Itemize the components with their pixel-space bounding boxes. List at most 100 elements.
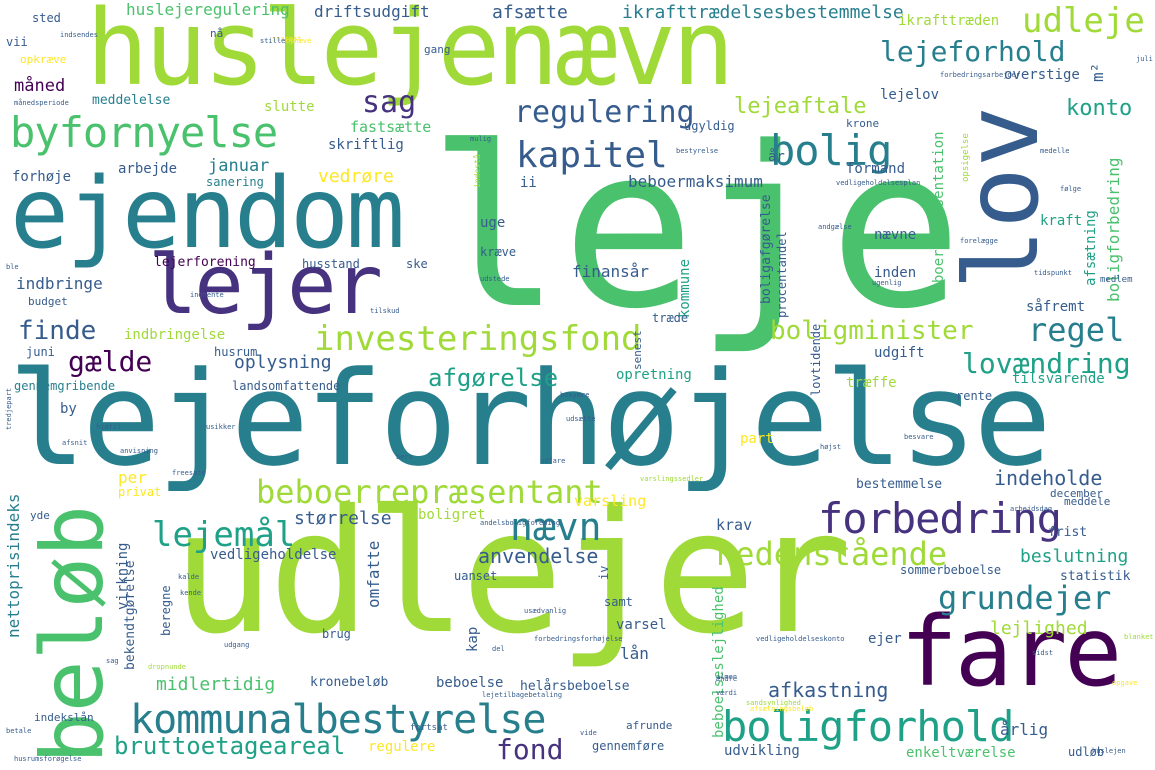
word-udsaette: udsætte (566, 415, 596, 423)
word-lejerforening: lejerforening (154, 255, 256, 270)
word-folge: følge (1060, 185, 1082, 193)
word-beboerreprasentant: beboerrepræsentant (256, 473, 603, 511)
word-fond: fond (496, 733, 564, 766)
word-ugenlig: ugenlig (872, 279, 902, 287)
word-indbringe: indbringe (16, 274, 103, 293)
word-uanset: uanset (454, 569, 498, 583)
word-konto: konto (1066, 96, 1133, 121)
word-gaelde: gælde (68, 345, 153, 378)
word-indesta: indestå (473, 154, 482, 188)
word-dropnunde: dropnunde (148, 663, 186, 671)
word-afsaetning: afsætning (1083, 210, 1099, 286)
word-lejlighed: lejlighed (990, 618, 1088, 639)
word-afsnit: afsnit (62, 439, 88, 447)
word-ikrafttraeden: ikrafttræden (898, 13, 1000, 29)
word-fare: fare (900, 596, 1122, 708)
word-kraeve: kræve (480, 245, 517, 259)
word-opgave: opgave (1112, 679, 1138, 687)
word-regulere: regulere (368, 739, 436, 755)
word-landsomfattende: landsomfattende (232, 379, 341, 393)
word-vedrore: vedrøre (318, 166, 394, 187)
word-krone: krone (846, 117, 880, 130)
word-bruttoetageareal: bruttoetageareal (114, 732, 346, 760)
word-finde: finde (18, 316, 97, 346)
word-ejer: ejer (868, 631, 902, 647)
word-helarsbeboelse: helårsbeboelse (520, 679, 630, 694)
word-slutte: slutte (264, 99, 315, 115)
word-indhente: indhente (190, 291, 224, 299)
word-stille: stille (260, 37, 286, 45)
word-boligret: boligret (418, 507, 486, 523)
word-betale: betale (6, 727, 32, 735)
word-rente: rente (956, 389, 993, 403)
word-beboermaksimum: beboermaksimum (628, 172, 763, 191)
word-maanedsperiode: månedsperiode (14, 99, 69, 107)
word-vide: vide (580, 729, 597, 737)
word-finansar: finansår (572, 262, 650, 281)
word-ophaeve: ophæve (286, 37, 312, 45)
word-storrelse: størrelse (294, 508, 392, 529)
word-naevne: nævne (874, 227, 917, 243)
word-kommune: kommune (677, 258, 693, 318)
word-andgaelse: andgælse (818, 223, 852, 231)
word-varslingssedler: varslingssedler (640, 475, 704, 483)
word-ikrafttraedelsesbestemmelse: ikrafttrædelsesbestemmelse (622, 2, 904, 23)
word-enkeltvaerelse: enkeltværelse (906, 745, 1016, 761)
word-sag: sag (362, 85, 417, 120)
word-krav: krav (716, 516, 753, 534)
word-driftsudgift: driftsudgift (314, 2, 430, 21)
word-bero: bero (396, 453, 413, 461)
word-vedligeholdelsesplan: vedligeholdelsesplan (836, 179, 921, 187)
word-oplysning: oplysning (234, 352, 332, 373)
word-tilskud: tilskud (370, 307, 400, 315)
word-inden: inden (874, 265, 917, 281)
word-besvare: besvare (904, 433, 934, 441)
word-udgift: udgift (874, 345, 925, 361)
word-arbejde: arbejde (118, 161, 178, 177)
word-byfornyelse: byfornyelse (10, 108, 278, 157)
word-husstand: husstand (302, 257, 360, 271)
word-omfatte: omfatte (364, 540, 383, 608)
word-sanering: sanering (206, 175, 264, 189)
word-beregne: beregne (159, 585, 173, 636)
word-afrunde: afrunde (626, 719, 673, 732)
word-del: del (492, 645, 505, 653)
word-udgang: udgang (224, 641, 250, 649)
word-lejeforhold: lejeforhold (880, 35, 1066, 68)
word-m2: m² (1088, 62, 1107, 82)
word-lejetilbagebetaling: lejetilbagebetaling (482, 691, 563, 699)
word-december: december (1050, 487, 1103, 500)
word-meddele: meddele (1064, 495, 1111, 508)
word-medlem: medlem (1100, 275, 1133, 285)
word-lan: lån (620, 644, 649, 663)
word-foraelaegge: forelægge (960, 237, 998, 245)
word-aendre: ændre (716, 675, 738, 683)
word-budget: budget (28, 295, 68, 308)
word-bolig: bolig (770, 126, 892, 175)
word-boligminister: boligminister (770, 316, 974, 346)
word-bekendtgorelse: bekendtgørelse (123, 560, 138, 670)
word-hidtil: hidtil (96, 423, 122, 431)
word-privat: privat (118, 485, 162, 499)
word-hojst: højst (820, 443, 842, 451)
word-iv: iv (597, 565, 611, 580)
word-samt: samt (604, 595, 633, 609)
word-almen: almen (716, 673, 738, 681)
word-regel: regel (1028, 311, 1125, 349)
word-arbejdsdag: arbejdsdag (1010, 505, 1053, 513)
word-lovtidende: lovtidende (809, 323, 823, 396)
word-brug: brug (322, 627, 351, 641)
word-forbedringsarbejder: forbedringsarbejder (940, 71, 1021, 79)
word-juni: juni (26, 345, 55, 359)
word-per: per (118, 468, 147, 487)
word-opretning: opretning (616, 367, 692, 383)
word-udlob: udløb (1068, 745, 1105, 759)
word-gennemgribende: gennemgribende (14, 379, 116, 393)
word-traede: træde (652, 311, 689, 325)
word-mulig: mulig (470, 135, 492, 143)
word-opkraeve: opkræve (20, 53, 67, 66)
word-beboelse: beboelse (436, 675, 504, 691)
word-belob: beløb (23, 505, 123, 764)
word-ske: ske (406, 257, 428, 271)
word-ugyldig: ugyldig (684, 119, 735, 133)
